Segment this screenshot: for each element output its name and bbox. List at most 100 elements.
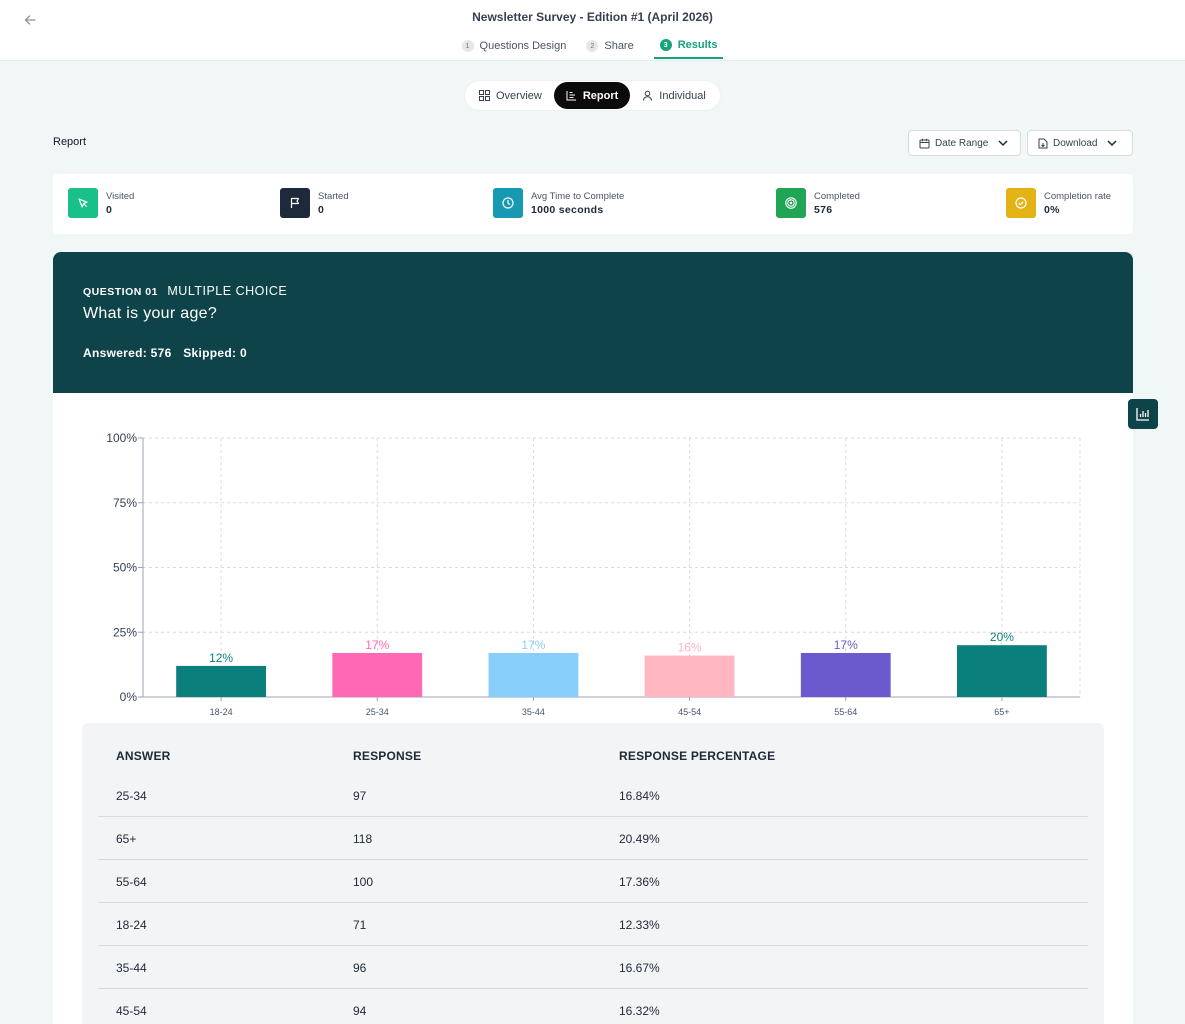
cursor-icon [68, 188, 98, 218]
percentage-cell: 16.84% [619, 789, 660, 803]
y-tick-label: 50% [113, 561, 137, 575]
x-tick-label: 18-24 [210, 707, 233, 717]
response-cell: 118 [353, 832, 373, 846]
percentage-cell: 16.32% [619, 1004, 660, 1018]
step-label: Results [677, 39, 718, 51]
response-cell: 97 [353, 789, 367, 803]
step-label: Questions Design [479, 40, 567, 52]
clock-icon [493, 188, 523, 218]
percentage-cell: 17.36% [619, 875, 660, 889]
skipped-count: Skipped: 0 [183, 346, 247, 360]
percentage-cell: 16.67% [619, 961, 660, 975]
individual-button[interactable]: Individual [630, 82, 717, 109]
age-bar-chart: 0% 25% 50% 75% 100% 12% 18-24 17% 25-34 17% 35-44 1… [106, 431, 1081, 717]
stat-label: Started [318, 191, 349, 202]
flag-icon [280, 188, 310, 218]
table-row: 65+ 118 20.49% [98, 817, 1088, 860]
answered-count: Answered: 576 [83, 346, 172, 360]
step-number: 3 [659, 39, 672, 51]
bar [176, 665, 266, 697]
responses-table: ANSWER RESPONSE RESPONSE PERCENTAGE 25-3… [82, 723, 1104, 1024]
report-button[interactable]: Report [553, 82, 631, 109]
table-row: 18-24 71 12.33% [98, 903, 1088, 946]
date-range-label: Date Range [935, 137, 989, 149]
answer-cell: 55-64 [116, 875, 147, 889]
bar-value-label: 17% [834, 638, 858, 652]
check-circle-icon [1006, 188, 1036, 218]
x-tick-label: 35-44 [522, 707, 545, 717]
survey-title: Newsletter Survey - Edition #1 (April 20… [472, 10, 713, 24]
stat-avg-time: Avg Time to Complete 1000 seconds [493, 188, 624, 218]
stat-label: Visited [106, 191, 135, 202]
stat-value: 0 [106, 204, 113, 216]
report-label: Report [582, 89, 619, 102]
stat-completed: Completed 576 [776, 188, 860, 218]
document-icon [1038, 138, 1048, 148]
back-arrow-icon[interactable] [20, 10, 40, 30]
stat-visited: Visited 0 [68, 188, 134, 218]
answer-cell: 25-34 [116, 789, 147, 803]
x-tick-label: 25-34 [366, 707, 389, 717]
bar [644, 655, 735, 697]
column-header-percentage: RESPONSE PERCENTAGE [619, 749, 776, 763]
user-icon [643, 90, 653, 101]
table-row: 25-34 97 16.84% [98, 774, 1088, 817]
question-header: QUESTION 01 MULTIPLE CHOICE What is your… [53, 252, 1133, 393]
bar [800, 652, 891, 697]
download-dropdown[interactable]: Download [1027, 130, 1133, 156]
view-toggle: Overview Report Individual [465, 81, 720, 110]
column-header-response: RESPONSE [353, 749, 422, 763]
response-cell: 100 [353, 875, 374, 889]
table-row: 35-44 96 16.67% [98, 946, 1088, 989]
x-tick-label: 65+ [994, 707, 1009, 717]
step-number: 1 [461, 40, 474, 52]
grid-icon [479, 90, 490, 101]
bar-value-label: 20% [990, 630, 1014, 644]
question-text: What is your age? [83, 305, 218, 322]
bar-chart-icon [1136, 408, 1149, 421]
target-icon [776, 188, 806, 218]
step-number: 2 [586, 40, 599, 52]
bar [957, 645, 1047, 697]
section-label: Report [53, 136, 87, 148]
percentage-cell: 20.49% [619, 832, 660, 846]
bar-value-label: 16% [678, 641, 702, 655]
answer-cell: 35-44 [116, 961, 147, 975]
individual-label: Individual [659, 89, 706, 102]
tab-results[interactable]: 3 Results [653, 33, 724, 59]
tab-questions-design[interactable]: 1 Questions Design [461, 33, 567, 59]
stat-label: Avg Time to Complete [531, 191, 625, 202]
step-label: Share [604, 40, 634, 52]
bar-value-label: 17% [365, 638, 389, 652]
y-tick-label: 75% [113, 496, 137, 510]
column-header-answer: ANSWER [116, 749, 171, 763]
response-cell: 96 [353, 961, 367, 975]
download-label: Download [1053, 137, 1098, 149]
stat-value: 0 [318, 204, 325, 216]
stats-card: Visited 0 Started 0 Avg Time to Complete… [53, 174, 1133, 234]
date-range-dropdown[interactable]: Date Range [908, 130, 1021, 156]
tab-share[interactable]: 2 Share [586, 33, 634, 59]
answer-cell: 18-24 [116, 918, 147, 932]
stat-value: 0% [1044, 204, 1060, 216]
top-bar: Newsletter Survey - Edition #1 (April 20… [0, 0, 1185, 61]
question-number: QUESTION 01 [83, 286, 158, 298]
y-tick-label: 0% [120, 690, 138, 704]
overview-button[interactable]: Overview [467, 82, 554, 109]
chevron-down-icon [998, 140, 1008, 147]
y-tick-label: 100% [106, 431, 137, 445]
x-tick-label: 55-64 [834, 707, 857, 717]
answer-cell: 65+ [116, 832, 137, 846]
chevron-down-icon [1107, 140, 1118, 147]
table-row: 45-54 94 16.32% [98, 989, 1088, 1024]
stat-completion-rate: Completion rate 0% [1006, 188, 1111, 218]
x-tick-label: 45-54 [678, 707, 701, 717]
percentage-cell: 12.33% [619, 918, 660, 932]
response-cell: 94 [353, 1004, 367, 1018]
bar-value-label: 12% [209, 651, 233, 665]
bar [332, 652, 423, 697]
chart-view-toggle-button[interactable] [1128, 399, 1158, 429]
answer-cell: 45-54 [116, 1004, 147, 1018]
question-type: MULTIPLE CHOICE [167, 284, 288, 298]
stat-label: Completion rate [1044, 191, 1112, 202]
